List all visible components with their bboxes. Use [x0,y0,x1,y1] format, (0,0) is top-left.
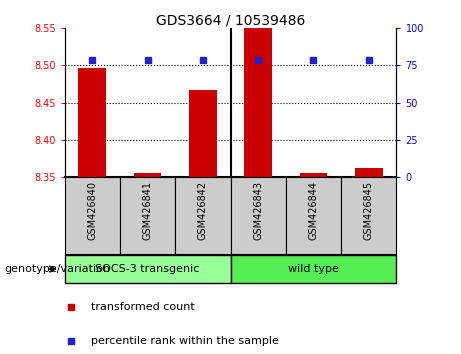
Bar [355,168,383,177]
Text: GSM426842: GSM426842 [198,181,208,240]
Bar [300,173,327,177]
Text: GSM426840: GSM426840 [87,181,97,240]
Text: GSM426844: GSM426844 [308,181,319,240]
Text: GSM426841: GSM426841 [142,181,153,240]
Bar [65,177,120,255]
Bar [175,177,230,255]
Text: genotype/variation: genotype/variation [5,264,111,274]
Bar [244,28,272,177]
Bar [230,177,286,255]
Bar [120,177,175,255]
Title: GDS3664 / 10539486: GDS3664 / 10539486 [156,13,305,27]
Bar [189,90,217,177]
Bar [230,255,396,283]
Bar [65,255,230,283]
Text: GSM426843: GSM426843 [253,181,263,240]
Text: SOCS-3 transgenic: SOCS-3 transgenic [95,264,200,274]
Bar [341,177,396,255]
Text: transformed count: transformed count [91,302,195,312]
Bar [286,177,341,255]
Text: wild type: wild type [288,264,339,274]
Bar [78,68,106,177]
Text: GSM426845: GSM426845 [364,181,374,240]
Bar [134,173,161,177]
Text: percentile rank within the sample: percentile rank within the sample [91,336,278,346]
